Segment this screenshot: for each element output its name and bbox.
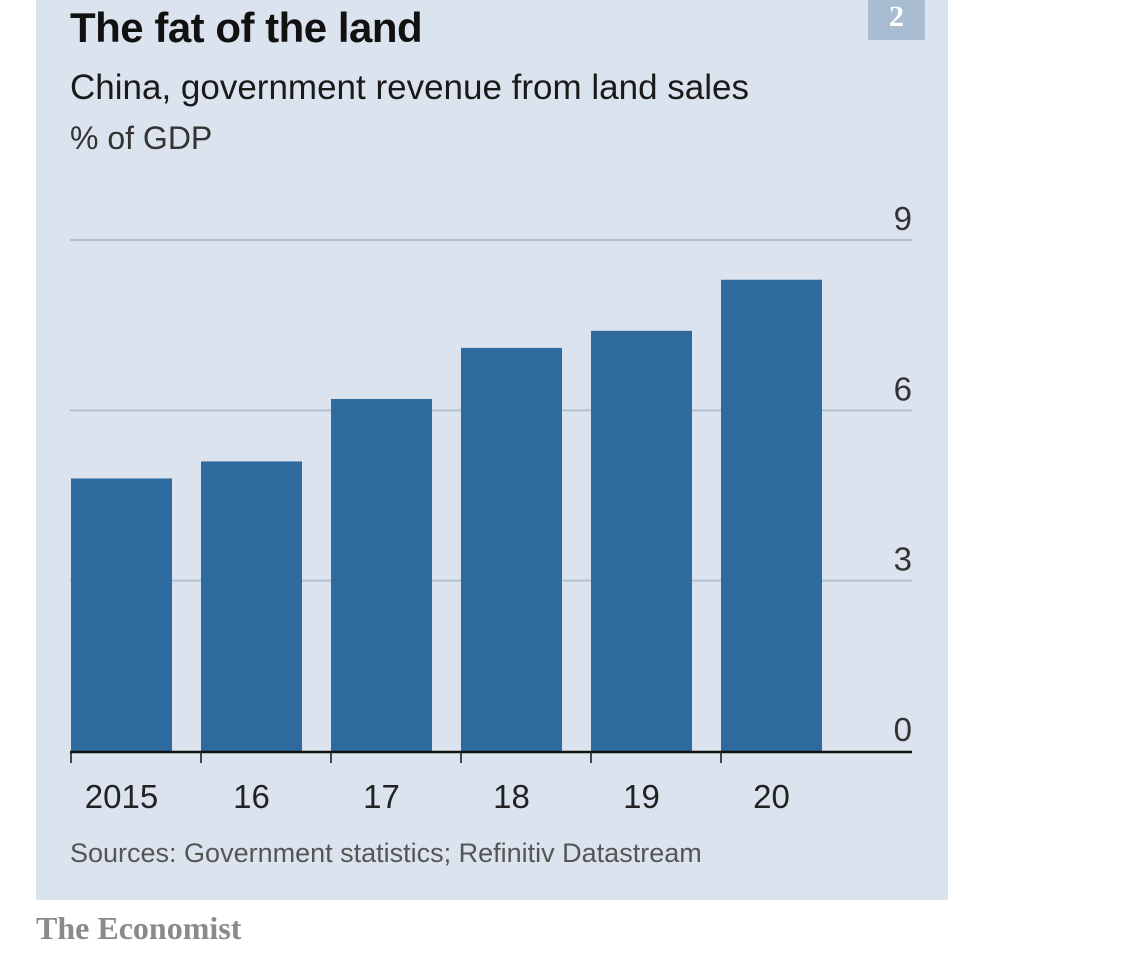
y-tick-label: 0: [894, 711, 912, 748]
x-tick-label: 20: [753, 778, 790, 815]
x-tick-label: 17: [363, 778, 400, 815]
y-tick-label: 3: [894, 541, 912, 578]
y-tick-label: 9: [894, 200, 912, 237]
publisher-logo: The Economist: [36, 910, 242, 946]
bar-20: [721, 279, 822, 751]
bar-18: [461, 347, 562, 751]
y-axis-unit: % of GDP: [70, 120, 213, 156]
y-tick-label: 6: [894, 370, 912, 407]
x-tick-label: 19: [623, 778, 660, 815]
chart-number-badge: 2: [868, 0, 925, 40]
chart-title: The fat of the land: [70, 4, 423, 51]
bar-16: [201, 461, 302, 751]
x-tick-label: 2015: [85, 778, 158, 815]
chart-subtitle: China, government revenue from land sale…: [70, 68, 749, 107]
x-tick-label: 16: [233, 778, 270, 815]
bar-2015: [71, 478, 172, 751]
bar-17: [331, 398, 432, 751]
bar-19: [591, 330, 692, 751]
source-note: Sources: Government statistics; Refiniti…: [70, 838, 702, 868]
x-tick-label: 18: [493, 778, 530, 815]
